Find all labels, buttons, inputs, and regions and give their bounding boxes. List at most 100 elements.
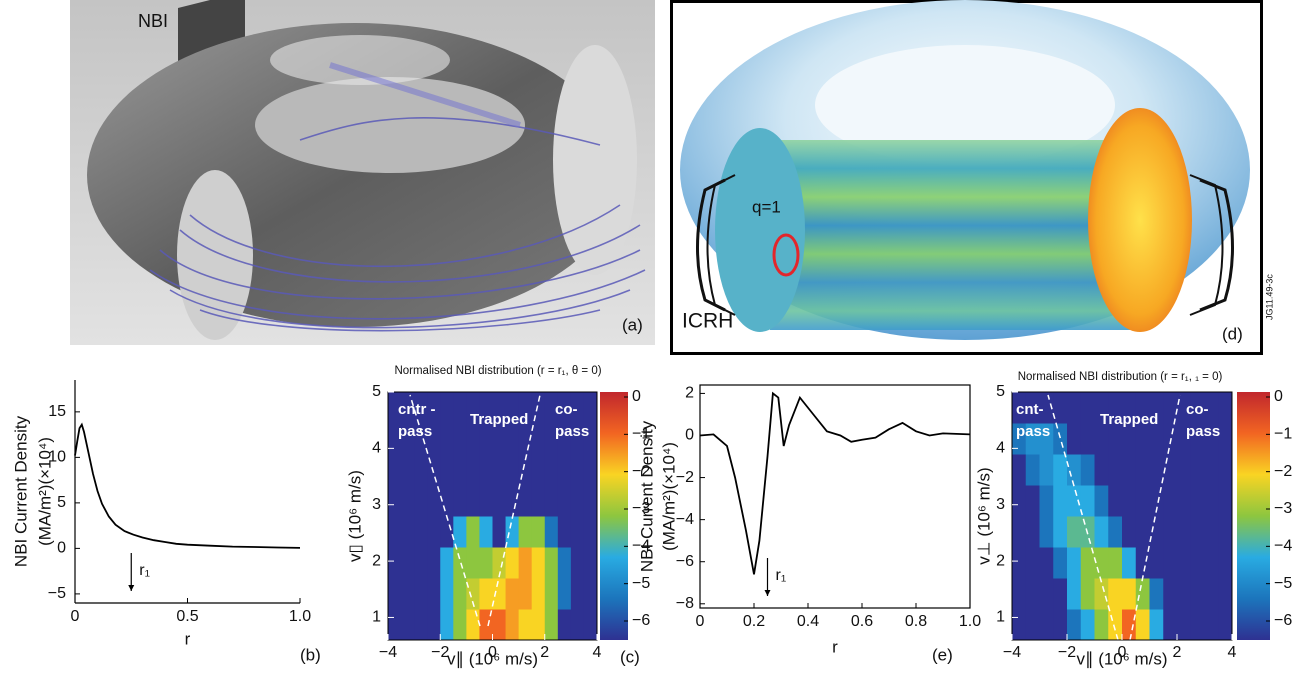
- heatmap-cell: [401, 392, 415, 424]
- heatmap-cell: [531, 516, 546, 548]
- heatmap-cell: [401, 578, 415, 610]
- y-axis-label: NBI Current Density: [637, 420, 656, 572]
- heatmap-cell: [505, 609, 520, 641]
- heatmap-cell: [505, 454, 520, 486]
- heatmap-cell: [1025, 578, 1040, 610]
- heatmap-cell: [531, 423, 546, 455]
- heatmap-cell: [1149, 609, 1164, 641]
- heatmap-cell: [1218, 578, 1233, 610]
- panel-tag: (d): [1222, 324, 1243, 343]
- heatmap-cell: [414, 578, 428, 610]
- heatmap-cell: [401, 485, 415, 517]
- heatmap-cell: [1204, 423, 1219, 455]
- heatmap-cell: [492, 485, 507, 517]
- beam: [329, 62, 521, 128]
- heatmap-cell: [1039, 454, 1054, 486]
- trapped-boundary: [409, 394, 481, 627]
- heatmap-cell: [1108, 609, 1123, 641]
- heatmap-cell: [1053, 423, 1068, 455]
- heatmap-cell: [1204, 392, 1219, 424]
- x-tick-label: −4: [379, 644, 397, 661]
- heatmap-cell: [388, 485, 402, 517]
- q-label: q=1: [752, 197, 781, 216]
- heatmap-cell: [531, 609, 546, 641]
- heatmap-cell: [1204, 578, 1219, 610]
- heatmap-cell: [544, 578, 559, 610]
- heatmap-cell: [1080, 454, 1095, 486]
- heatmap-cell: [401, 547, 415, 579]
- heatmap-cell: [479, 609, 493, 641]
- x-tick-label: 1.0: [289, 608, 311, 625]
- heatmap-cell: [1177, 516, 1192, 548]
- heatmap-cell: [1025, 423, 1040, 455]
- heatmap-cell: [518, 516, 533, 548]
- heatmap-cell: [1135, 547, 1150, 579]
- heatmap-cell: [570, 578, 585, 610]
- x-axis-label: v∥ (10⁶ m/s): [447, 649, 538, 668]
- heatmap-cell: [1067, 516, 1082, 548]
- heatmap-cell: [1135, 454, 1150, 486]
- heatmap-cell: [440, 578, 454, 610]
- heatmap-cell: [466, 485, 480, 517]
- orbit: [189, 204, 621, 268]
- y-axis-label: v▯ (10⁶ m/s): [345, 470, 364, 562]
- heatmap-cell: [1053, 547, 1068, 579]
- heatmap-cell: [1067, 423, 1082, 455]
- heatmap-cell: [1012, 578, 1027, 610]
- heatmap-cell: [1053, 609, 1068, 641]
- heatmap-cell: [1039, 485, 1054, 517]
- heatmap-cell: [388, 423, 402, 455]
- y-tick-label: 5: [372, 383, 381, 400]
- y-tick-label: 10: [48, 449, 66, 466]
- y-tick-label: 0: [57, 540, 66, 557]
- heatmap-cell: [1190, 547, 1205, 579]
- colorbar-tick-label: 0: [632, 388, 641, 405]
- heatmap-cell: [531, 578, 546, 610]
- heatmap-cell: [557, 454, 572, 486]
- heatmap-cell: [401, 609, 415, 641]
- heatmap-cell: [1122, 423, 1137, 455]
- heatmap-cell: [492, 516, 507, 548]
- heatmap-cell: [414, 392, 428, 424]
- heatmap-cell: [1067, 485, 1082, 517]
- annotation-label: r₁: [776, 567, 787, 584]
- x-tick-label: 0.8: [905, 613, 927, 630]
- colorbar: [1237, 392, 1270, 640]
- heatmap-cell: [1012, 609, 1027, 641]
- heatmap-cell: [388, 578, 402, 610]
- x-tick-label: 0.5: [176, 608, 198, 625]
- heatmap-cell: [1190, 423, 1205, 455]
- heatmap-cell: [1108, 423, 1123, 455]
- heatmap-cell: [453, 516, 467, 548]
- heatmap-cell: [388, 609, 402, 641]
- region-label: co-: [555, 401, 578, 418]
- torus-highlight: [270, 35, 450, 85]
- heatmap-cell: [1190, 485, 1205, 517]
- y-tick-label: 4: [996, 440, 1005, 457]
- x-tick-label: 4: [1228, 644, 1237, 661]
- x-axis-label: r: [185, 629, 191, 648]
- heatmap-cell: [479, 454, 493, 486]
- heatmap-cell: [1039, 392, 1054, 424]
- heatmap-cell: [1025, 392, 1040, 424]
- colorbar-tick-label: −6: [632, 612, 650, 629]
- heatmap-cell: [1204, 485, 1219, 517]
- y-tick-label: 5: [996, 383, 1005, 400]
- heatmap-cell: [1218, 516, 1233, 548]
- panel-tag: (a): [622, 315, 643, 334]
- heatmap-cell: [401, 516, 415, 548]
- colorbar-tick-label: −2: [632, 463, 650, 480]
- y-tick-label: 2: [372, 552, 381, 569]
- colorbar-tick-label: −4: [1274, 538, 1292, 555]
- heatmap-cell: [453, 485, 467, 517]
- antenna-right: [1189, 174, 1224, 316]
- heatmap-cell: [1094, 454, 1109, 486]
- heatmap-cell: [492, 423, 507, 455]
- y-tick-label: 1: [996, 609, 1005, 626]
- heatmap-cell: [492, 609, 507, 641]
- y-axis-label: (MA/m²)(×10⁴): [659, 442, 678, 551]
- heatmap-cell: [414, 547, 428, 579]
- cut-left: [715, 128, 805, 332]
- heatmap-cell: [570, 423, 585, 455]
- heatmap-cell: [466, 547, 480, 579]
